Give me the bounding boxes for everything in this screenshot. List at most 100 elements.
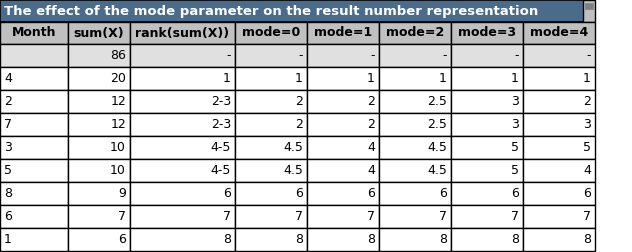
Bar [523,136,595,159]
Bar [379,44,451,67]
Text: 2-3: 2-3 [210,95,231,108]
Bar [379,182,451,205]
Bar [451,90,523,113]
Bar [451,159,523,182]
Bar [235,159,307,182]
Bar [523,22,595,44]
Text: 4: 4 [367,164,375,177]
Text: 8: 8 [367,233,375,246]
Bar [130,182,235,205]
Text: 6: 6 [439,187,447,200]
Text: 20: 20 [110,72,126,85]
Text: 10: 10 [110,141,126,154]
Bar [0,22,68,44]
Text: 7: 7 [295,210,303,223]
Bar [451,182,523,205]
Bar [307,67,379,90]
Text: 6: 6 [367,187,375,200]
Text: 5: 5 [511,164,519,177]
Bar [68,113,130,136]
Bar [235,136,307,159]
Bar [451,113,523,136]
Text: 4-5: 4-5 [210,141,231,154]
Text: 6: 6 [295,187,303,200]
Text: 5: 5 [4,164,12,177]
Text: 6: 6 [583,187,591,200]
Text: The effect of the mode parameter on the result number representation: The effect of the mode parameter on the … [4,5,538,17]
Text: mode=0: mode=0 [242,26,300,40]
Text: 8: 8 [4,187,12,200]
Bar [523,159,595,182]
Bar [0,136,68,159]
Bar [585,3,593,9]
Bar [235,22,307,44]
Bar [523,205,595,228]
Bar [307,90,379,113]
Bar [307,44,379,67]
Bar [130,228,235,251]
Text: 4-5: 4-5 [210,164,231,177]
Bar [235,67,307,90]
Text: 3: 3 [583,118,591,131]
Text: 1: 1 [511,72,519,85]
Text: 1: 1 [439,72,447,85]
Text: 2: 2 [367,118,375,131]
Text: 2: 2 [583,95,591,108]
Text: -: - [514,49,519,62]
Bar [0,228,68,251]
Text: mode=3: mode=3 [458,26,516,40]
Bar [379,159,451,182]
Bar [379,113,451,136]
Bar [130,113,235,136]
Bar [0,67,68,90]
Text: 12: 12 [110,95,126,108]
Bar [451,67,523,90]
Text: -: - [370,49,375,62]
Text: 2-3: 2-3 [210,118,231,131]
Bar [68,228,130,251]
Text: 3: 3 [511,118,519,131]
Bar [130,159,235,182]
Text: 9: 9 [118,187,126,200]
Bar [235,182,307,205]
Bar [523,228,595,251]
Bar [0,182,68,205]
Bar [379,22,451,44]
Text: 7: 7 [223,210,231,223]
Bar [307,182,379,205]
Bar [451,228,523,251]
Bar [0,113,68,136]
Bar [0,44,68,67]
Text: 12: 12 [110,118,126,131]
Text: -: - [226,49,231,62]
Bar [451,136,523,159]
Bar [130,205,235,228]
Bar [307,113,379,136]
Text: 7: 7 [511,210,519,223]
Bar [235,113,307,136]
Bar [68,136,130,159]
Bar [523,113,595,136]
Text: 2: 2 [295,95,303,108]
Text: 8: 8 [439,233,447,246]
Text: 4: 4 [367,141,375,154]
Bar [130,90,235,113]
Text: 7: 7 [4,118,12,131]
Text: 2: 2 [4,95,12,108]
Bar [523,90,595,113]
Bar [523,182,595,205]
Bar [0,90,68,113]
Bar [235,228,307,251]
Bar [130,67,235,90]
Bar [451,205,523,228]
Bar [307,159,379,182]
Text: 3: 3 [511,95,519,108]
Bar [307,136,379,159]
Text: mode=2: mode=2 [386,26,444,40]
Text: -: - [586,49,591,62]
Bar [451,44,523,67]
Bar [68,205,130,228]
Text: 1: 1 [295,72,303,85]
Text: 1: 1 [223,72,231,85]
Text: 7: 7 [367,210,375,223]
